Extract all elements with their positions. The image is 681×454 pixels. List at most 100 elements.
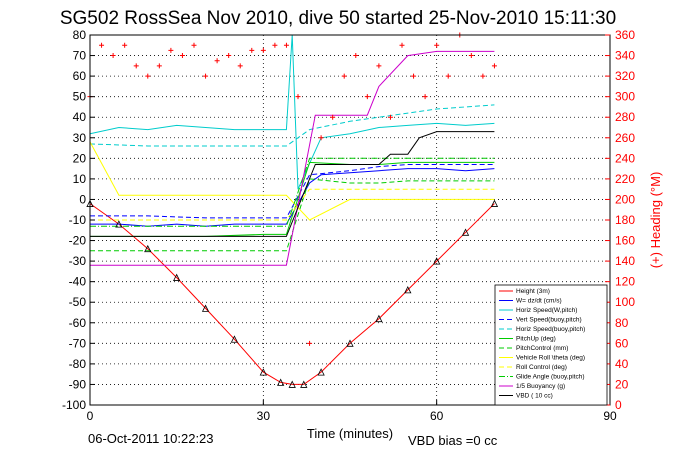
heading-point [283, 42, 289, 48]
y2-tick-label: 140 [615, 254, 635, 268]
legend-label: Vert Speed(buoy,pitch) [516, 317, 582, 324]
heading-point [110, 53, 116, 59]
y-tick-label: -60 [69, 316, 87, 330]
footer-date: 06-Oct-2011 10:22:23 [88, 431, 214, 446]
legend-label: Horiz Speed(W,pitch) [516, 307, 577, 314]
x-tick-label: 60 [430, 409, 444, 423]
y2-tick-label: 60 [615, 336, 629, 350]
y-tick-label: 50 [73, 90, 87, 104]
height-marker [259, 368, 267, 376]
chart-title: SG502 RossSea Nov 2010, dive 50 started … [60, 8, 616, 29]
y-tick-label: -10 [69, 213, 87, 227]
heading-point [411, 73, 417, 79]
y-tick-label: 80 [73, 28, 87, 42]
series-line-6 [90, 178, 495, 252]
legend-label: Horiz Speed(buoy,pitch) [516, 326, 585, 333]
heading-point [491, 63, 497, 69]
y2-tick-label: 40 [615, 357, 629, 371]
footer-note: VBD bias =0 cc [408, 433, 498, 448]
heading-point [480, 73, 486, 79]
y2-tick-label: 180 [615, 213, 635, 227]
series-line-8 [90, 188, 495, 221]
y2-tick-label: 340 [615, 49, 635, 63]
legend: Height (3m) W= dz/dt (cm/s) Horiz Speed(W,… [494, 284, 608, 406]
y-tick-label: 10 [73, 172, 87, 186]
heading-point [399, 42, 405, 48]
y2-axis-label: (+) Heading (°M) [648, 172, 663, 269]
height-marker [346, 339, 354, 347]
y2-tick-label: 360 [615, 28, 635, 42]
plot-layer [86, 32, 499, 388]
heading-point [295, 94, 301, 100]
y2-tick-label: 0 [615, 398, 622, 412]
legend-label: Vehicle Roll \theta (deg) [516, 355, 585, 362]
height-marker [317, 368, 325, 376]
legend-box [494, 284, 608, 406]
height-marker [433, 257, 441, 265]
y-tick-label: 30 [73, 131, 87, 145]
y-tick-label: -90 [69, 377, 87, 391]
height-marker [375, 314, 383, 323]
heading-point [168, 47, 174, 53]
y2-tick-label: 80 [615, 316, 629, 330]
tick-layer: 0 30 60 90-100-90-80-70-60-50-40-30-20-1001… [62, 28, 635, 423]
heading-point [145, 73, 151, 79]
y2-tick-label: 160 [615, 234, 635, 248]
series-line-0 [89, 203, 495, 385]
x-tick-label: 30 [257, 409, 271, 423]
y-tick-label: -100 [62, 398, 86, 412]
y2-tick-label: 20 [615, 377, 629, 391]
height-marker [230, 335, 239, 343]
height-marker [115, 220, 123, 228]
y-tick-label: 0 [79, 192, 86, 206]
height-marker [300, 380, 308, 388]
y-tick-label: 40 [73, 110, 87, 124]
x-axis-label: Time (minutes) [307, 426, 393, 441]
legend-label: W= dz/dt (cm/s) [516, 298, 562, 305]
series-line-2 [89, 34, 495, 190]
heading-point [226, 53, 232, 59]
heading-point [133, 63, 139, 69]
heading-point [468, 53, 474, 59]
y-tick-label: -40 [69, 275, 87, 289]
y-tick-label: 20 [73, 151, 87, 165]
height-marker [201, 304, 210, 312]
x-tick-label: 0 [87, 409, 94, 423]
heading-point [214, 58, 220, 64]
y2-tick-label: 240 [615, 151, 635, 165]
y-tick-label: -30 [69, 254, 87, 268]
series-line-10 [90, 50, 495, 266]
heading-point [387, 114, 393, 120]
legend-label: PitchUp (deg) [516, 336, 556, 343]
heading-point [445, 73, 451, 79]
height-marker [404, 285, 412, 294]
legend-label: PitchControl (mm) [516, 345, 568, 352]
y-tick-label: 60 [73, 69, 87, 83]
y-tick-label: -80 [69, 357, 87, 371]
x-tick-label: 90 [603, 409, 617, 423]
legend-label: Roll Control (deg) [516, 364, 567, 371]
legend-label: Glide Angle (buoy,pitch) [516, 374, 585, 381]
y-tick-label: 70 [73, 49, 87, 63]
y-tick-label: -50 [69, 295, 87, 309]
y2-tick-label: 220 [615, 172, 635, 186]
series-line-9 [90, 157, 495, 227]
height-marker [288, 380, 296, 388]
heading-point [237, 63, 243, 69]
heading-point [434, 42, 440, 48]
y2-tick-label: 280 [615, 110, 635, 124]
legend-label: 1/5 Buoyancy (g) [516, 383, 565, 390]
y2-tick-label: 200 [615, 192, 635, 206]
heading-point [272, 42, 278, 48]
legend-label: Height (3m) [516, 288, 550, 295]
heading-point [156, 63, 162, 69]
heading-point [99, 42, 105, 48]
y2-tick-label: 320 [615, 69, 635, 83]
heading-point [191, 42, 197, 48]
height-marker [490, 199, 499, 207]
heading-point [203, 73, 209, 79]
series-line-11 [90, 131, 495, 237]
heading-point [353, 53, 359, 59]
series-line-3 [90, 164, 495, 219]
